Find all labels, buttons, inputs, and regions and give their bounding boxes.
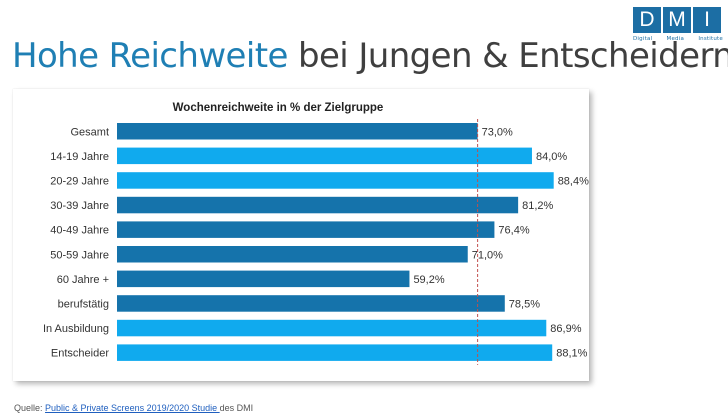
bar-5 — [117, 246, 468, 263]
value-label: 86,9% — [550, 323, 581, 335]
category-label: 60 Jahre + — [57, 274, 109, 286]
category-label: berufstätig — [58, 298, 109, 310]
bar-7 — [117, 295, 505, 312]
logo-letter-i: I — [693, 7, 721, 33]
category-label: 40-49 Jahre — [50, 225, 109, 237]
logo-letter-m: M — [663, 7, 691, 33]
category-label: Gesamt — [70, 126, 109, 138]
bar-6 — [117, 270, 410, 288]
value-label: 84,0% — [536, 151, 567, 163]
category-label: 30-39 Jahre — [50, 200, 109, 212]
value-label: 73,0% — [482, 126, 513, 138]
logo-word-institute: Institute — [698, 36, 723, 42]
logo-word-media: Media — [666, 36, 685, 42]
bar-0 — [117, 123, 478, 140]
category-label: In Ausbildung — [43, 323, 109, 335]
chart-title: Wochenreichweite in % der Zielgruppe — [173, 102, 384, 114]
source-link[interactable]: Public & Private Screens 2019/2020 Studi… — [45, 403, 220, 413]
dmi-logo: D M I Digital Media Institute — [633, 7, 723, 45]
category-label: Entscheider — [51, 348, 109, 360]
chart-card: Wochenreichweite in % der Zielgruppe Ges… — [13, 89, 589, 381]
value-label: 78,5% — [509, 298, 540, 310]
value-label: 81,2% — [522, 200, 553, 212]
category-label: 20-29 Jahre — [50, 175, 109, 187]
slide-title-rest: bei Jungen & Entscheidern — [298, 36, 728, 76]
bar-3 — [117, 196, 519, 214]
reach-bar-chart: Wochenreichweite in % der Zielgruppe Ges… — [43, 102, 589, 365]
source-note: Quelle: Public & Private Screens 2019/20… — [14, 403, 253, 413]
logo-letter-d: D — [633, 7, 661, 33]
bar-4 — [117, 221, 495, 238]
source-prefix: Quelle: — [14, 403, 46, 413]
bar-2 — [117, 172, 554, 189]
bar-8 — [117, 319, 547, 337]
bar-9 — [117, 344, 553, 361]
category-label: 50-59 Jahre — [50, 249, 109, 261]
slide-title: Hohe Reichweite bei Jungen & Entscheider… — [12, 36, 728, 76]
source-suffix: des DMI — [219, 403, 254, 413]
logo-word-digital: Digital — [633, 36, 653, 42]
slide-title-highlight: Hohe Reichweite — [12, 36, 288, 76]
value-label: 71,0% — [472, 249, 503, 261]
value-label: 88,4% — [558, 175, 589, 187]
value-label: 76,4% — [498, 225, 529, 237]
category-label: 14-19 Jahre — [50, 151, 109, 163]
value-label: 59,2% — [413, 274, 444, 286]
bar-1 — [117, 147, 532, 165]
value-label: 88,1% — [556, 348, 587, 360]
